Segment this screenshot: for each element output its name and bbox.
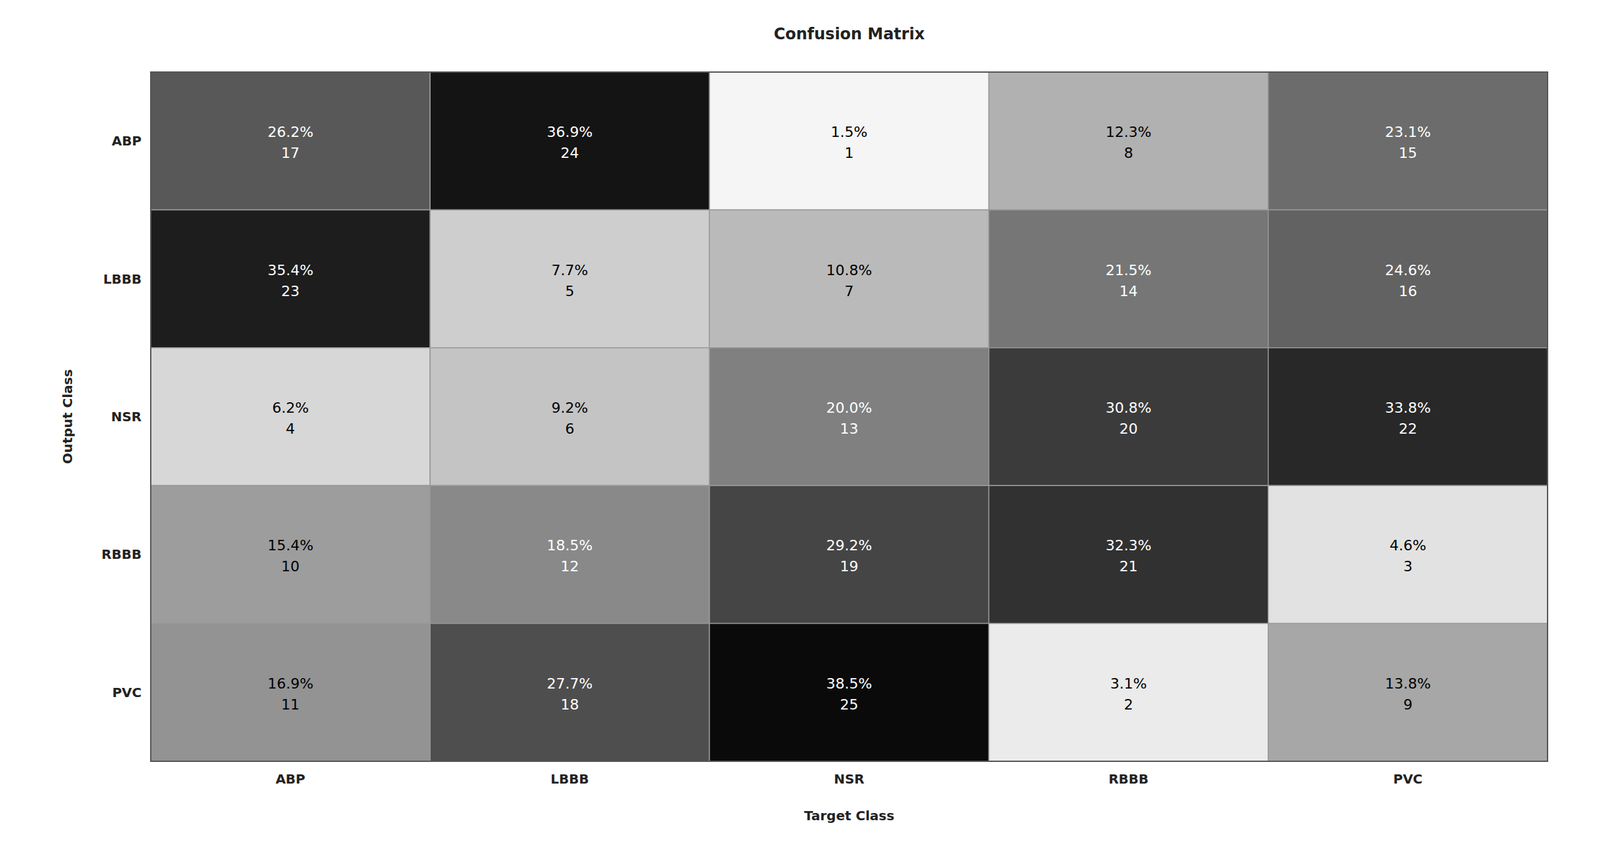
cell-count: 14 [1119,283,1138,300]
cell [429,624,710,762]
cell-percent: 1.5% [831,123,868,141]
cell [989,72,1269,210]
cell [709,209,989,348]
cell-percent: 20.0% [826,399,873,417]
cell-percent: 13.8% [1385,675,1431,693]
cell-percent: 27.7% [546,675,593,693]
y-tick-label: LBBB [103,271,142,288]
cell-count: 18 [560,696,579,714]
x-tick-label: NSR [833,771,865,788]
cell-percent: 6.2% [272,399,309,417]
cell [150,348,430,486]
y-axis-label: Output Class [59,369,76,465]
cell [709,348,989,486]
cell-count: 12 [560,558,579,575]
x-tick-label: RBBB [1108,771,1149,788]
cell-count: 9 [1403,696,1413,714]
cell [150,485,430,624]
cell-count: 6 [565,420,575,438]
plot-border [150,72,1548,762]
cell-percent: 21.5% [1105,262,1152,279]
cell [150,624,430,762]
cell-count: 2 [1124,696,1134,714]
cell-percent: 26.2% [267,123,314,141]
cells [150,72,1548,762]
cell-count: 5 [565,283,575,300]
cell [989,624,1269,762]
x-axis-label: Target Class [804,808,895,824]
cell-count: 11 [281,696,300,714]
y-tick-label: NSR [110,409,142,425]
cell [429,485,710,624]
cell-percent: 29.2% [826,537,873,554]
cell-count: 3 [1403,558,1413,575]
x-tick-label: ABP [275,771,305,788]
x-tick-label: LBBB [550,771,589,788]
cell-percent: 18.5% [546,537,593,554]
x-tick-label: PVC [1392,771,1423,788]
cell [429,348,710,486]
cell-percent: 7.7% [551,262,588,279]
cell-count: 19 [840,558,859,575]
cell [989,485,1269,624]
cell [1268,624,1548,762]
cell-count: 21 [1119,558,1138,575]
cell-percent: 33.8% [1385,399,1431,417]
cell-count: 16 [1398,283,1418,300]
y-tick-label: PVC [112,684,142,701]
cell-percent: 32.3% [1105,537,1152,554]
cell-labels: 26.2%1736.9%241.5%112.3%823.1%1535.4%237… [267,123,1431,714]
cell-count: 24 [560,144,579,162]
cell-count: 4 [285,420,295,438]
cell [709,485,989,624]
cell [1268,348,1548,486]
cell [1268,485,1548,624]
cell [709,624,989,762]
cell-count: 10 [281,558,300,575]
cell-percent: 10.8% [826,262,873,279]
cell [1268,72,1548,210]
cell [150,72,430,210]
cell-count: 20 [1119,420,1138,438]
cell-count: 7 [844,283,855,300]
cell-count: 13 [840,420,859,438]
cell-count: 15 [1398,144,1418,162]
cell-count: 8 [1124,144,1134,162]
cell [989,209,1269,348]
y-tick-label: ABP [112,133,142,149]
cell [709,72,989,210]
cell-percent: 3.1% [1110,675,1148,693]
cell-percent: 23.1% [1385,123,1431,141]
cell-percent: 4.6% [1389,537,1427,554]
cell-percent: 12.3% [1105,123,1152,141]
cell-percent: 24.6% [1385,262,1431,279]
title: Confusion Matrix [773,24,925,44]
cell-percent: 30.8% [1105,399,1152,417]
chart: Confusion Matrix26.2%1736.9%241.5%112.3%… [0,0,1600,853]
cell-percent: 35.4% [267,262,314,279]
y-tick-label: RBBB [101,546,142,563]
cell-count: 25 [840,696,859,714]
cell-percent: 36.9% [546,123,593,141]
cell-percent: 9.2% [551,399,588,417]
cell-percent: 16.9% [267,675,314,693]
cell [989,348,1269,486]
cell [429,72,710,210]
cell [429,209,710,348]
cell-count: 17 [281,144,300,162]
cell [150,209,430,348]
cell-count: 23 [281,283,300,300]
cell-percent: 15.4% [267,537,314,554]
cell [1268,209,1548,348]
cell-count: 1 [844,144,855,162]
cell-count: 22 [1398,420,1418,438]
cell-percent: 38.5% [826,675,873,693]
